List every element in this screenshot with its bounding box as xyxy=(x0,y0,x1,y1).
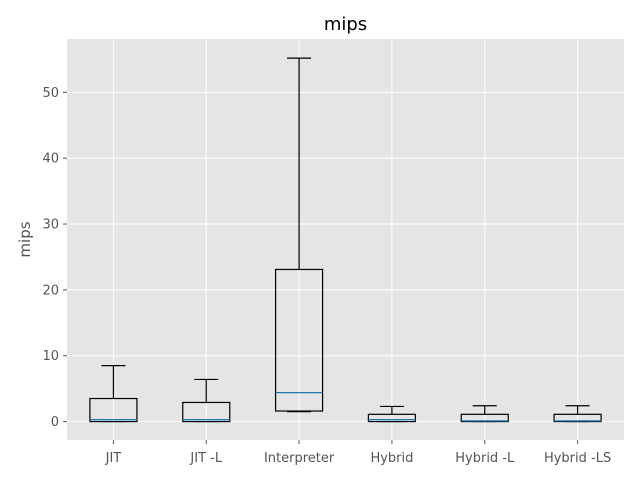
y-tick-label: 30 xyxy=(42,218,59,233)
y-tick-label: 20 xyxy=(42,283,59,298)
y-tick-label: 0 xyxy=(51,415,59,430)
box-body xyxy=(89,397,138,423)
box-body xyxy=(460,413,509,423)
y-tick-label: 40 xyxy=(42,152,59,167)
y-axis-label: mips xyxy=(16,221,34,257)
box-1 xyxy=(182,378,231,423)
box-0 xyxy=(89,364,138,423)
y-tick-label: 10 xyxy=(42,349,59,364)
chart-title: mips xyxy=(324,14,367,35)
x-tick-label: Interpreter xyxy=(264,451,335,466)
box-3 xyxy=(367,405,417,423)
box-body xyxy=(553,413,602,423)
x-tick-label: JIT xyxy=(105,451,122,466)
box-body xyxy=(182,401,231,423)
grid-lines xyxy=(67,39,624,440)
y-tick-label: 50 xyxy=(42,86,59,101)
x-axis-ticks: JIT JIT -L Interpreter Hybrid Hybrid -L Hybri… xyxy=(105,440,611,466)
box-4 xyxy=(460,405,509,423)
y-axis-ticks: 0 10 20 30 40 50 xyxy=(42,86,67,430)
box-body xyxy=(367,413,417,423)
x-tick-label: Hybrid -LS xyxy=(544,451,611,466)
box-5 xyxy=(553,405,602,423)
x-tick-label: JIT -L xyxy=(189,451,222,466)
x-tick-label: Hybrid -L xyxy=(455,451,515,466)
plot-background xyxy=(67,39,624,440)
box-series xyxy=(89,57,602,423)
box-body xyxy=(274,268,324,412)
x-tick-label: Hybrid xyxy=(370,451,413,466)
box-2 xyxy=(274,57,324,413)
